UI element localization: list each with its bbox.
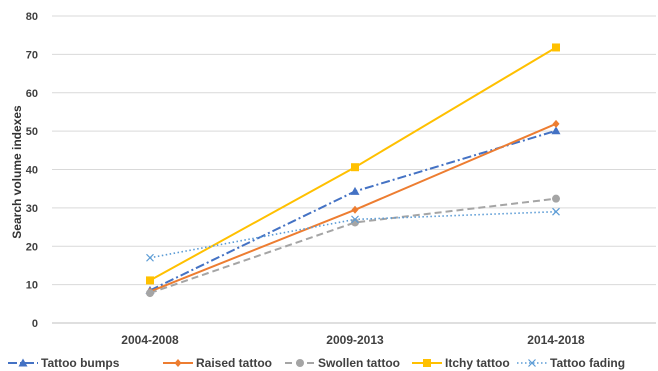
data-point	[351, 218, 359, 227]
x-axis-ticks: 2004-2008 2009-2013 2014-2018	[121, 333, 585, 347]
y-tick-label: 30	[26, 203, 38, 215]
data-point	[552, 194, 560, 203]
legend-item-tattoo-fading: Tattoo fading	[517, 356, 625, 370]
legend-label: Swollen tattoo	[318, 356, 400, 370]
data-point	[552, 43, 560, 52]
legend-marker	[18, 358, 28, 367]
series-swollen-tattoo	[146, 194, 560, 298]
y-tick-label: 20	[26, 241, 38, 253]
data-point	[146, 276, 154, 285]
y-axis-label: Search volume indexes	[10, 105, 24, 239]
series-line	[149, 210, 557, 259]
legend: Tattoo bumps Raised tattoo Swollen tattoo I…	[8, 356, 625, 370]
y-tick-label: 70	[26, 49, 38, 61]
legend-marker	[423, 359, 431, 367]
series	[145, 43, 561, 298]
y-tick-label: 50	[26, 126, 38, 138]
legend-label: Raised tattoo	[196, 356, 272, 370]
series-tattoo-fading	[146, 207, 560, 262]
data-point	[351, 215, 359, 224]
legend-label: Tattoo bumps	[41, 356, 120, 370]
series-line	[149, 197, 557, 295]
legend-item-swollen-tattoo: Swollen tattoo	[285, 356, 400, 370]
y-tick-label: 40	[26, 165, 38, 177]
x-tick-label: 2004-2008	[121, 333, 179, 347]
data-point	[552, 207, 560, 216]
legend-item-tattoo-bumps: Tattoo bumps	[8, 356, 120, 370]
y-tick-label: 0	[32, 318, 38, 330]
data-point	[146, 289, 154, 298]
legend-marker	[296, 359, 304, 367]
data-point	[351, 163, 359, 172]
legend-label: Itchy tattoo	[445, 356, 510, 370]
legend-label: Tattoo fading	[550, 356, 625, 370]
x-tick-label: 2014-2018	[527, 333, 585, 347]
y-tick-label: 10	[26, 280, 38, 292]
y-tick-label: 60	[26, 88, 38, 100]
y-axis-ticks: 0 10 20 30 40 50 60 70 80	[26, 11, 38, 330]
legend-item-itchy-tattoo: Itchy tattoo	[412, 356, 510, 370]
data-point	[552, 119, 560, 128]
data-point	[146, 253, 154, 262]
legend-item-raised-tattoo: Raised tattoo	[163, 356, 272, 370]
data-point	[551, 126, 561, 135]
y-tick-label: 80	[26, 11, 38, 23]
data-point	[351, 205, 359, 214]
data-point	[350, 186, 360, 195]
legend-marker	[174, 359, 182, 367]
series-itchy-tattoo	[146, 43, 560, 285]
x-tick-label: 2009-2013	[326, 333, 384, 347]
legend-marker	[528, 359, 536, 367]
